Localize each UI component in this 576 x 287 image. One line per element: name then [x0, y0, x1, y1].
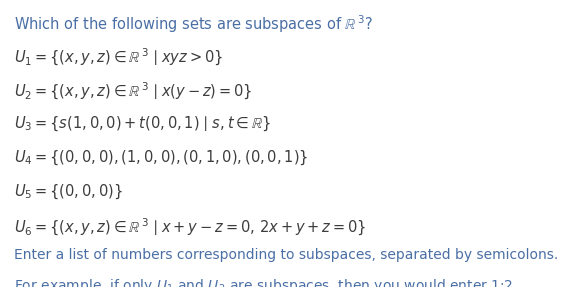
Text: For example, if only $U_1$ and $U_2$ are subspaces, then you would enter 1;2: For example, if only $U_1$ and $U_2$ are…	[14, 277, 513, 287]
Text: $U_2 = \{(x,y,z) \in \mathbb{R}^{\,3} \mid x(y-z) = 0\}$: $U_2 = \{(x,y,z) \in \mathbb{R}^{\,3} \m…	[14, 81, 253, 102]
Text: $U_5 = \{(0,0,0)\}$: $U_5 = \{(0,0,0)\}$	[14, 183, 123, 201]
Text: $U_1 = \{(x,y,z) \in \mathbb{R}^{\,3} \mid xyz > 0\}$: $U_1 = \{(x,y,z) \in \mathbb{R}^{\,3} \m…	[14, 47, 223, 69]
Text: $U_6 = \{(x,y,z) \in \mathbb{R}^{\,3} \mid x+y-z=0,\,2x+y+z=0\}$: $U_6 = \{(x,y,z) \in \mathbb{R}^{\,3} \m…	[14, 217, 367, 238]
Text: Which of the following sets are subspaces of $\mathbb{R}^{\,3}$?: Which of the following sets are subspace…	[14, 13, 373, 35]
Text: $U_3 = \{s(1,0,0)+t(0,0,1) \mid s,t \in \mathbb{R}\}$: $U_3 = \{s(1,0,0)+t(0,0,1) \mid s,t \in …	[14, 115, 271, 133]
Text: $U_4 = \{(0,0,0),(1,0,0),(0,1,0),(0,0,1)\}$: $U_4 = \{(0,0,0),(1,0,0),(0,1,0),(0,0,1)…	[14, 149, 309, 167]
Text: Enter a list of numbers corresponding to subspaces, separated by semicolons.: Enter a list of numbers corresponding to…	[14, 248, 559, 262]
